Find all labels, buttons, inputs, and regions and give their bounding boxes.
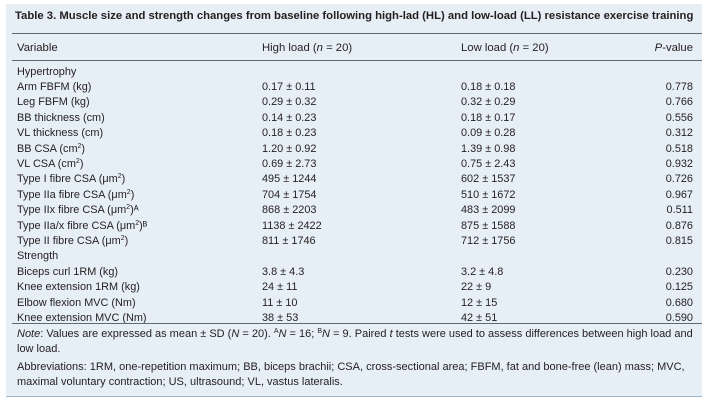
table-row: Biceps curl 1RM (kg) 3.8 ± 4.3 3.2 ± 4.8 0.…	[6, 265, 702, 280]
p-value: 0.230	[665, 265, 693, 278]
high-load-value: 704 ± 1754	[262, 188, 317, 201]
row-label: Type I fibre CSA (μm2)	[17, 173, 126, 186]
high-load-value: 3.8 ± 4.3	[262, 265, 305, 278]
high-load-value: 0.18 ± 0.23	[262, 127, 317, 140]
table-row: BB CSA (cm2) 1.20 ± 0.92 1.39 ± 0.98 0.518	[6, 142, 702, 157]
row-label: Type IIx fibre CSA (μm2)ᴬ	[17, 204, 139, 217]
header-variable: Variable	[17, 42, 58, 54]
p-value: 0.511	[666, 204, 693, 217]
row-label: VL thickness (cm)	[17, 127, 104, 140]
low-load-value: 0.18 ± 0.18	[461, 81, 516, 93]
table-title: Table 3. Muscle size and strength change…	[15, 10, 694, 22]
row-label: Knee extension MVC (Nm)	[17, 312, 147, 324]
row-label: Type IIa/x fibre CSA (μm2)ᴮ	[17, 219, 148, 232]
p-value: 0.556	[665, 111, 693, 124]
low-load-value: 602 ± 1537	[461, 173, 516, 186]
p-value: 0.726	[665, 173, 693, 186]
table-row: BB thickness (cm) 0.14 ± 0.23 0.18 ± 0.17 0…	[6, 111, 702, 126]
high-load-value: 811 ± 1746	[262, 235, 316, 247]
high-load-value: 0.17 ± 0.11	[262, 81, 316, 93]
footer-rule	[12, 323, 702, 324]
low-load-value: 12 ± 15	[461, 296, 498, 309]
p-value: 0.876	[665, 219, 693, 232]
high-load-value: 24 ± 11	[262, 281, 298, 294]
low-load-value: 875 ± 1588	[461, 219, 516, 232]
low-load-value: 0.32 ± 0.29	[461, 96, 516, 109]
header-rule	[12, 60, 702, 61]
table-row: Type IIa/x fibre CSA (μm2)ᴮ 1138 ± 2422 87…	[6, 219, 702, 234]
section-hypertrophy: Hypertrophy	[17, 66, 77, 78]
low-load-value: 42 ± 51	[461, 312, 498, 324]
high-load-value: 495 ± 1244	[262, 173, 317, 186]
table-row: Arm FBFM (kg) 0.17 ± 0.11 0.18 ± 0.18 0.778	[6, 80, 702, 95]
high-load-value: 11 ± 10	[262, 296, 298, 309]
low-load-value: 3.2 ± 4.8	[461, 265, 504, 278]
row-label: BB CSA (cm2)	[17, 142, 86, 155]
table-note: Note: Values are expressed as mean ± SD …	[17, 328, 693, 355]
high-load-value: 1.20 ± 0.92	[262, 142, 317, 155]
p-value: 0.778	[665, 81, 693, 93]
table-row: Type IIx fibre CSA (μm2)ᴬ 868 ± 2203 483 ±…	[6, 203, 702, 218]
row-label: Arm FBFM (kg)	[17, 81, 92, 93]
p-value: 0.590	[665, 312, 693, 324]
low-load-value: 483 ± 2099	[461, 204, 516, 217]
low-load-value: 510 ± 1672	[461, 188, 516, 201]
row-label: Type II fibre CSA (μm2)	[17, 235, 129, 247]
p-value: 0.967	[665, 188, 693, 201]
table-row: VL CSA (cm2) 0.69 ± 2.73 0.75 ± 2.43 0.932	[6, 157, 702, 172]
table-row: Elbow flexion MVC (Nm) 11 ± 10 12 ± 15 0.68…	[6, 296, 702, 311]
high-load-value: 1138 ± 2422	[262, 219, 322, 232]
p-value: 0.312	[665, 127, 693, 140]
high-load-value: 868 ± 2203	[262, 204, 317, 217]
row-label: VL CSA (cm2)	[17, 158, 84, 170]
low-load-value: 22 ± 9	[461, 281, 492, 294]
table-row: Type I fibre CSA (μm2) 495 ± 1244 602 ± 15…	[6, 172, 702, 187]
p-value: 0.125	[665, 281, 693, 294]
high-load-value: 0.69 ± 2.73	[262, 158, 317, 170]
row-label: Type IIa fibre CSA (μm2)	[17, 188, 135, 201]
low-load-value: 1.39 ± 0.98	[461, 142, 516, 155]
table-row: Type II fibre CSA (μm2) 811 ± 1746 712 ± 1…	[6, 234, 702, 249]
header-p-value: P-value	[654, 42, 693, 54]
row-label: Knee extension 1RM (kg)	[17, 281, 140, 294]
header-low-load: Low load (n = 20)	[461, 42, 549, 54]
title-rule	[12, 33, 702, 34]
table-panel: Table 3. Muscle size and strength change…	[6, 4, 702, 397]
p-value: 0.766	[665, 96, 693, 109]
table-row: Type IIa fibre CSA (μm2) 704 ± 1754 510 ± …	[6, 188, 702, 203]
table-abbreviations: Abbreviations: 1RM, one-repetition maxim…	[17, 361, 685, 388]
high-load-value: 38 ± 53	[262, 312, 299, 324]
table-row: Knee extension 1RM (kg) 24 ± 11 22 ± 9 0.12…	[6, 280, 702, 295]
p-value: 0.680	[665, 296, 693, 309]
low-load-value: 0.09 ± 0.28	[461, 127, 516, 140]
header-high-load: High load (n = 20)	[262, 42, 353, 54]
high-load-value: 0.29 ± 0.32	[262, 96, 317, 109]
table-row: Knee extension MVC (Nm) 38 ± 53 42 ± 51 0.5…	[6, 311, 702, 326]
low-load-value: 0.75 ± 2.43	[461, 158, 516, 170]
p-value: 0.815	[665, 235, 693, 247]
row-label: Biceps curl 1RM (kg)	[17, 265, 119, 278]
row-label: Leg FBFM (kg)	[17, 96, 90, 109]
p-value: 0.518	[665, 142, 693, 155]
p-value: 0.932	[665, 158, 693, 170]
row-label: Elbow flexion MVC (Nm)	[17, 296, 136, 309]
low-load-value: 712 ± 1756	[461, 235, 516, 247]
section-strength: Strength	[17, 250, 59, 263]
row-label: BB thickness (cm)	[17, 111, 105, 124]
table-row: VL thickness (cm) 0.18 ± 0.23 0.09 ± 0.28 0…	[6, 126, 702, 141]
low-load-value: 0.18 ± 0.17	[461, 111, 516, 124]
high-load-value: 0.14 ± 0.23	[262, 111, 317, 124]
table-row: Leg FBFM (kg) 0.29 ± 0.32 0.32 ± 0.29 0.766	[6, 95, 702, 110]
